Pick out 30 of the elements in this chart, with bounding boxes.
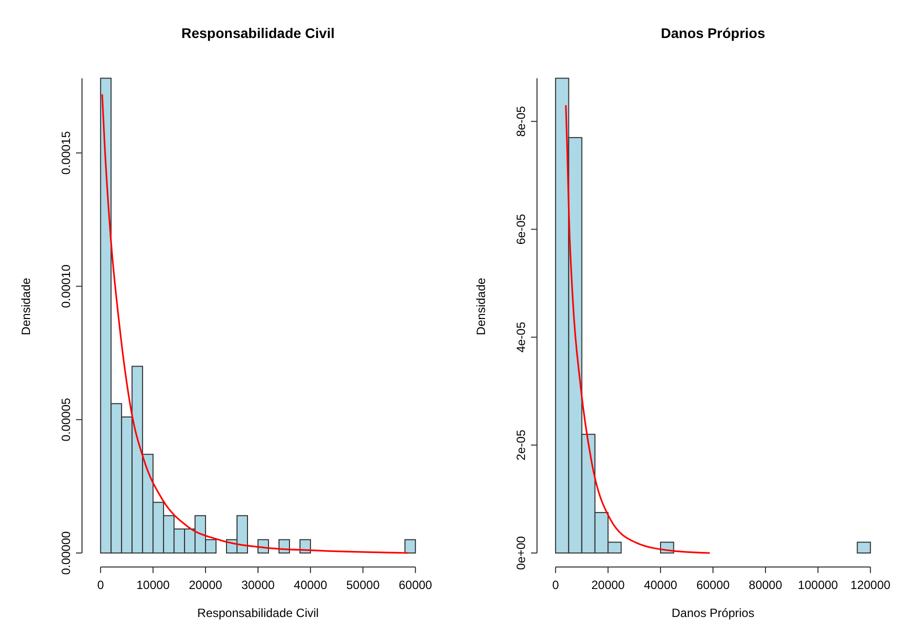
x-tick-label: 120000 <box>850 578 891 592</box>
y-tick-label: 0.00010 <box>59 264 73 308</box>
x-tick-label: 0 <box>97 578 104 592</box>
y-tick-label: 0e+00 <box>514 536 528 570</box>
chart-title: Danos Próprios <box>660 25 766 41</box>
y-tick-label: 6e-05 <box>514 214 528 245</box>
x-tick-label: 80000 <box>748 578 782 592</box>
x-axis-title: Responsabilidade Civil <box>197 606 319 620</box>
chart-title: Responsabilidade Civil <box>181 25 335 41</box>
y-tick-label: 4e-05 <box>514 322 528 353</box>
y-axis-title: Densidade <box>19 277 33 336</box>
x-tick-label: 60000 <box>398 578 432 592</box>
y-tick-label: 0.00000 <box>59 530 73 575</box>
line-series <box>565 104 711 554</box>
x-tick-label: 30000 <box>241 578 276 592</box>
x-tick-label: 20000 <box>188 578 223 592</box>
x-tick-label: 40000 <box>644 578 678 592</box>
y-tick-label: 8e-05 <box>514 106 528 137</box>
x-tick-label: 40000 <box>294 578 328 592</box>
y-tick-label: 0.00015 <box>59 130 73 175</box>
y-tick-label: 0.00005 <box>59 398 73 442</box>
y-axis-title: Densidade <box>474 277 488 336</box>
x-axis-title: Danos Próprios <box>672 606 754 620</box>
x-tick-label: 20000 <box>591 578 626 592</box>
x-tick-label: 0 <box>552 578 560 592</box>
x-tick-label: 60000 <box>696 578 730 592</box>
x-tick-label: 10000 <box>136 578 170 592</box>
y-tick-label: 2e-05 <box>514 429 528 460</box>
x-tick-label: 50000 <box>346 578 380 592</box>
x-tick-label: 100000 <box>798 578 838 592</box>
